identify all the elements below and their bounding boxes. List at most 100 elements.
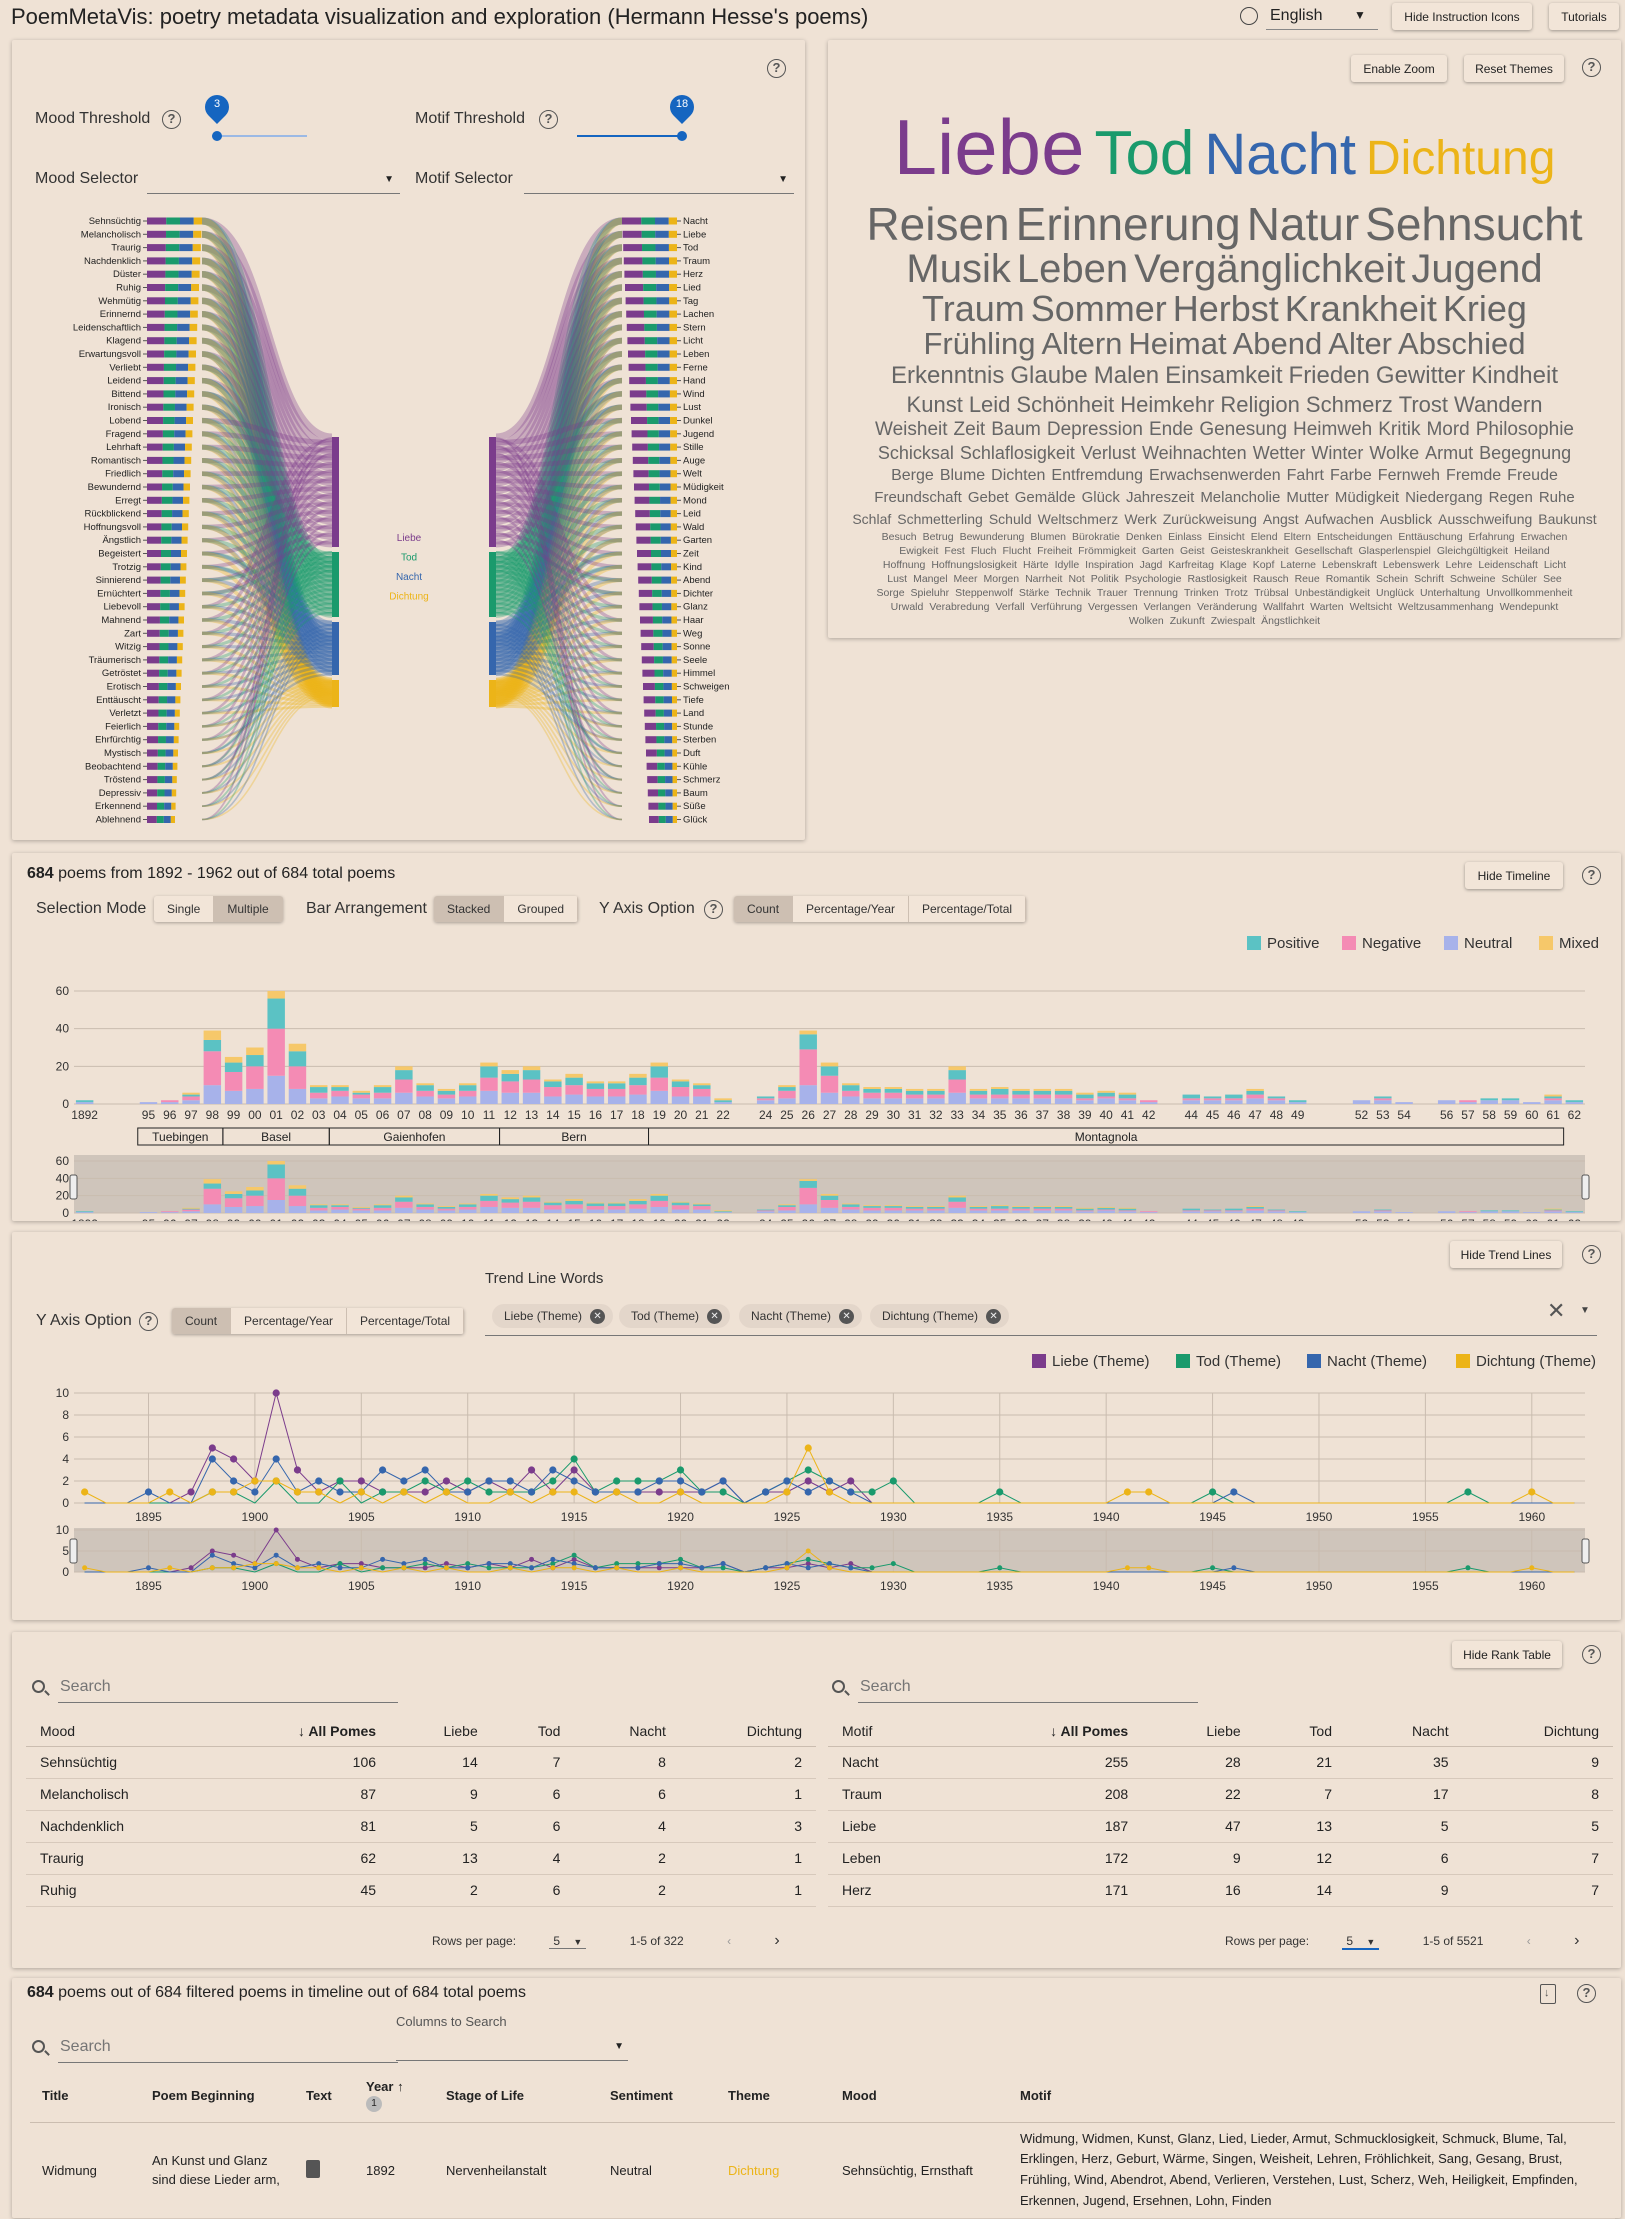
help-icon[interactable]: ?: [162, 110, 181, 129]
wordcloud-word[interactable]: Gesellschaft: [1295, 545, 1353, 557]
wordcloud-word[interactable]: Stärke: [1019, 587, 1049, 599]
wordcloud-word[interactable]: Morgen: [983, 573, 1019, 585]
wordcloud-word[interactable]: Altern: [1041, 326, 1122, 361]
wordcloud-word[interactable]: Heimkehr: [1120, 392, 1214, 417]
wordcloud-theme-word[interactable]: Dichtung: [1366, 132, 1555, 185]
wordcloud-word[interactable]: Leben: [1017, 247, 1128, 291]
help-icon[interactable]: ?: [539, 110, 558, 129]
wordcloud-word[interactable]: Weihnachten: [1142, 443, 1247, 463]
wordcloud-word[interactable]: Hoffnungslosigkeit: [931, 559, 1017, 571]
wordcloud-word[interactable]: Verfall: [995, 601, 1024, 613]
col-stage-of-life[interactable]: Stage of Life: [434, 2070, 598, 2122]
wordcloud-word[interactable]: Glasperlenspiel: [1359, 545, 1431, 557]
wordcloud-word[interactable]: Trost: [1399, 392, 1448, 417]
wordcloud-word[interactable]: Not: [1068, 573, 1084, 585]
chip-tod[interactable]: Tod (Theme)✕: [619, 1304, 730, 1328]
trend-y-axis-percentage-total[interactable]: Percentage/Total: [347, 1308, 464, 1334]
wordcloud-word[interactable]: Leid: [969, 392, 1011, 417]
wordcloud-word[interactable]: Niedergang: [1405, 489, 1483, 506]
wordcloud-word[interactable]: Ausschweifung: [1438, 511, 1532, 527]
motif-col-motif[interactable]: Motif: [828, 1716, 951, 1746]
trend-y-axis-count[interactable]: Count: [172, 1308, 231, 1334]
columns-to-search-select[interactable]: ▼: [396, 2033, 628, 2061]
legend-neutral[interactable]: Neutral: [1444, 935, 1512, 952]
wordcloud-word[interactable]: Betrug: [923, 531, 954, 543]
wordcloud-word[interactable]: Unvollkommenheit: [1486, 587, 1572, 599]
wordcloud-word[interactable]: Verlust: [1081, 443, 1136, 463]
legend-negative[interactable]: Negative: [1342, 935, 1421, 952]
wordcloud-word[interactable]: Heiland: [1514, 545, 1550, 557]
wordcloud-word[interactable]: Meer: [954, 573, 978, 585]
wordcloud-word[interactable]: Mutter: [1286, 489, 1329, 506]
wordcloud-word[interactable]: Musik: [906, 247, 1010, 291]
wordcloud-word[interactable]: Verabredung: [929, 601, 989, 613]
wordcloud-word[interactable]: Einsamkeit: [1165, 362, 1282, 389]
wordcloud-word[interactable]: Baukunst: [1538, 511, 1596, 527]
wordcloud-word[interactable]: Trinken: [1184, 587, 1219, 599]
wordcloud-word[interactable]: Entfremdung: [1051, 467, 1143, 484]
bar-arrangement-toggle[interactable]: Stacked Grouped: [434, 896, 578, 922]
chevron-down-icon[interactable]: ▼: [1580, 1305, 1590, 1316]
next-page-icon[interactable]: ›: [774, 1932, 779, 1949]
wordcloud-word[interactable]: Glaube: [1010, 362, 1087, 389]
wordcloud-word[interactable]: Heimat: [1128, 326, 1226, 361]
wordcloud-word[interactable]: Vergessen: [1088, 601, 1138, 613]
wordcloud-word[interactable]: Schein: [1376, 573, 1408, 585]
wordcloud-word[interactable]: Alter: [1328, 326, 1392, 361]
mood-search[interactable]: [28, 1672, 408, 1704]
wordcloud-word[interactable]: Schüler: [1501, 573, 1537, 585]
wordcloud-word[interactable]: Müdigkeit: [1335, 489, 1399, 506]
wordcloud-word[interactable]: Schuld: [989, 511, 1032, 527]
wordcloud-word[interactable]: Lehre: [1446, 559, 1473, 571]
rows-per-page-select[interactable]: 5 ▼: [549, 1934, 586, 1949]
wordcloud-word[interactable]: Kindheit: [1471, 362, 1558, 389]
wordcloud-word[interactable]: Aufwachen: [1305, 511, 1374, 527]
bar-arrangement-stacked[interactable]: Stacked: [434, 896, 504, 922]
wordcloud-word[interactable]: Schweine: [1450, 573, 1496, 585]
wordcloud-word[interactable]: Bürokratie: [1072, 531, 1120, 543]
wordcloud-word[interactable]: Kunst: [907, 392, 963, 417]
motif-col-tod[interactable]: Tod: [1255, 1716, 1346, 1746]
wordcloud-word[interactable]: Geisteskrankheit: [1211, 545, 1289, 557]
wordcloud-word[interactable]: Depression: [1047, 419, 1143, 440]
wordcloud-word[interactable]: Natur: [1247, 198, 1359, 250]
wordcloud-word[interactable]: Wallfahrt: [1263, 601, 1304, 613]
wordcloud-word[interactable]: Dichten: [991, 467, 1045, 484]
wordcloud-word[interactable]: Trauer: [1097, 587, 1128, 599]
close-icon[interactable]: ✕: [590, 1309, 605, 1324]
poem-search-input[interactable]: [60, 2034, 280, 2060]
wordcloud-word[interactable]: Berge: [891, 467, 934, 484]
wordcloud-word[interactable]: Kritik: [1378, 419, 1420, 440]
wordcloud-word[interactable]: Trübsal: [1254, 587, 1289, 599]
wordcloud-word[interactable]: Steppenwolf: [955, 587, 1013, 599]
wordcloud-word[interactable]: Ruhe: [1539, 489, 1575, 506]
col-mood[interactable]: Mood: [830, 2070, 1008, 2122]
tutorials-button[interactable]: Tutorials: [1549, 3, 1619, 30]
motif-col-all-pomes[interactable]: ↓ All Pomes: [951, 1716, 1143, 1746]
wordcloud-word[interactable]: Besuch: [882, 531, 917, 543]
wordcloud-word[interactable]: Idylle: [1055, 559, 1080, 571]
selection-mode-single[interactable]: Single: [154, 896, 214, 922]
wordcloud-word[interactable]: Flucht: [1003, 545, 1032, 557]
mood-col-mood[interactable]: Mood: [26, 1716, 217, 1746]
close-icon[interactable]: ✕: [707, 1309, 722, 1324]
legend-dichtung[interactable]: Dichtung (Theme): [1456, 1353, 1596, 1370]
wordcloud-word[interactable]: Leidenschaft: [1478, 559, 1538, 571]
wordcloud-word[interactable]: Ausblick: [1380, 511, 1432, 527]
wordcloud-theme-word[interactable]: Tod: [1094, 119, 1194, 188]
y-axis-toggle[interactable]: Count Percentage/Year Percentage/Total: [734, 896, 1026, 922]
selection-mode-multiple[interactable]: Multiple: [214, 896, 282, 922]
wordcloud-word[interactable]: Eltern: [1284, 531, 1311, 543]
wordcloud-word[interactable]: Laterne: [1280, 559, 1316, 571]
col-theme[interactable]: Theme: [716, 2070, 830, 2122]
wordcloud-word[interactable]: Abschied: [1398, 326, 1526, 361]
next-page-icon[interactable]: ›: [1574, 1932, 1579, 1949]
wordcloud-word[interactable]: Psychologie: [1125, 573, 1182, 585]
wordcloud-word[interactable]: Lebenskraft: [1322, 559, 1377, 571]
wordcloud-word[interactable]: Verlangen: [1144, 601, 1191, 613]
motif-col-nacht[interactable]: Nacht: [1346, 1716, 1463, 1746]
